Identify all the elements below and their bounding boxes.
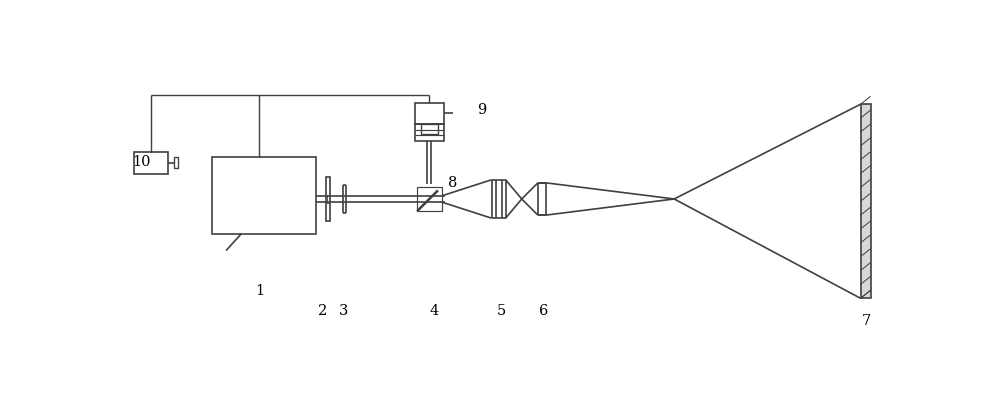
Text: 5: 5 [496, 304, 506, 318]
Text: 2: 2 [318, 304, 327, 318]
Bar [327, 195, 329, 203]
Bar [212, 157, 316, 234]
Bar [134, 152, 168, 174]
Bar [417, 187, 442, 211]
Bar [861, 104, 871, 298]
Text: 1: 1 [255, 284, 265, 297]
Text: 3: 3 [338, 304, 348, 318]
Bar [174, 157, 178, 168]
Text: 4: 4 [429, 304, 439, 318]
Bar [415, 124, 444, 141]
Bar [326, 177, 330, 221]
Bar [415, 103, 444, 124]
Text: 7: 7 [862, 314, 871, 329]
Text: 8: 8 [448, 176, 457, 190]
Text: 6: 6 [539, 304, 548, 318]
Text: 9: 9 [477, 103, 486, 117]
Bar [421, 124, 438, 134]
Text: 10: 10 [132, 155, 151, 169]
